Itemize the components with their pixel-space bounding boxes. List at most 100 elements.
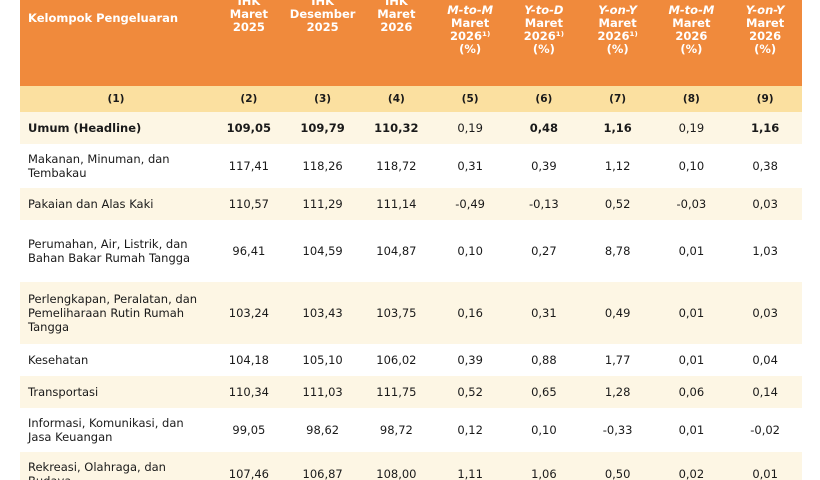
header-yony-maret-2026-note: Y-on-Y Maret 2026¹⁾ (%) [580, 0, 655, 86]
row-value: 1,28 [580, 376, 655, 408]
header-mtom-maret-2026-note: M-to-M Maret 2026¹⁾ (%) [433, 0, 507, 86]
table-row: Perumahan, Air, Listrik, dan Bahan Bakar… [20, 220, 802, 282]
column-number: (4) [359, 86, 434, 112]
row-value: 0,12 [433, 408, 507, 452]
row-value: 109,05 [212, 112, 286, 144]
row-label: Perumahan, Air, Listrik, dan Bahan Bakar… [20, 220, 212, 282]
row-value: 0,06 [654, 376, 729, 408]
table-header-row: Kelompok Pengeluaran IHK Maret 2025 IHK Des… [20, 0, 802, 86]
row-value: -0,03 [654, 188, 729, 220]
column-number: (6) [507, 86, 581, 112]
header-ihk-desember-2025: IHK Desember 2025 [285, 0, 360, 86]
row-value: 0,01 [654, 220, 729, 282]
row-value: 104,18 [212, 344, 286, 376]
row-value: 0,50 [580, 452, 655, 480]
row-value: 0,02 [654, 452, 729, 480]
row-label: Pakaian dan Alas Kaki [20, 188, 212, 220]
row-value: 0,10 [433, 220, 507, 282]
column-number: (5) [433, 86, 507, 112]
row-value: 110,32 [359, 112, 434, 144]
row-label: Informasi, Komunikasi, dan Jasa Keuangan [20, 408, 212, 452]
header-ihk-maret-2025: IHK Maret 2025 [212, 0, 286, 86]
row-value: 111,75 [359, 376, 434, 408]
row-value: 0,10 [507, 408, 581, 452]
row-value: 0,03 [728, 282, 802, 344]
header-yony-maret-2026: Y-on-Y Maret 2026 (%) [728, 0, 802, 86]
column-number: (2) [212, 86, 286, 112]
row-value: 0,01 [728, 452, 802, 480]
row-value: 0,01 [654, 344, 729, 376]
row-value: 96,41 [212, 220, 286, 282]
row-value: 0,27 [507, 220, 581, 282]
column-number: (8) [654, 86, 729, 112]
header-ihk-maret-2026: IHK Maret 2026 [359, 0, 434, 86]
row-value: 1,16 [580, 112, 655, 144]
table-row: Informasi, Komunikasi, dan Jasa Keuangan… [20, 408, 802, 452]
row-value: 8,78 [580, 220, 655, 282]
row-label: Makanan, Minuman, dan Tembakau [20, 144, 212, 188]
row-value: -0,02 [728, 408, 802, 452]
column-number-row: (1) (2) (3) (4) (5) (6) (7) (8) (9) [20, 86, 802, 112]
row-value: 108,00 [359, 452, 434, 480]
row-value: 104,87 [359, 220, 434, 282]
row-value: 99,05 [212, 408, 286, 452]
row-value: 1,03 [728, 220, 802, 282]
row-value: 118,26 [285, 144, 360, 188]
row-value: 0,10 [654, 144, 729, 188]
row-value: 1,06 [507, 452, 581, 480]
row-value: 0,14 [728, 376, 802, 408]
column-number: (1) [20, 86, 212, 112]
row-value: 106,87 [285, 452, 360, 480]
row-value: 0,31 [433, 144, 507, 188]
row-value: -0,49 [433, 188, 507, 220]
row-value: 1,12 [580, 144, 655, 188]
row-label: Perlengkapan, Peralatan, dan Pemeliharaa… [20, 282, 212, 344]
row-value: 0,48 [507, 112, 581, 144]
column-number: (7) [580, 86, 655, 112]
row-value: 0,88 [507, 344, 581, 376]
row-value: 0,01 [654, 282, 729, 344]
row-value: 0,19 [433, 112, 507, 144]
column-number: (3) [285, 86, 360, 112]
row-value: 0,65 [507, 376, 581, 408]
table-row: Kesehatan 104,18 105,10 106,02 0,39 0,88 1,77 0… [20, 344, 802, 376]
inflation-table: Kelompok Pengeluaran IHK Maret 2025 IHK Des… [20, 0, 802, 480]
row-value: 0,52 [580, 188, 655, 220]
row-value: 117,41 [212, 144, 286, 188]
row-value: 1,16 [728, 112, 802, 144]
row-value: 0,31 [507, 282, 581, 344]
row-value: -0,33 [580, 408, 655, 452]
row-value: 106,02 [359, 344, 434, 376]
table-row: Transportasi 110,34 111,03 111,75 0,52 0,65 1,… [20, 376, 802, 408]
row-value: 109,79 [285, 112, 360, 144]
header-kelompok-pengeluaran: Kelompok Pengeluaran [20, 0, 212, 86]
row-value: 0,39 [507, 144, 581, 188]
row-value: 0,19 [654, 112, 729, 144]
row-value: 111,14 [359, 188, 434, 220]
table-row: Umum (Headline) 109,05 109,79 110,32 0,19 0,4… [20, 112, 802, 144]
row-value: -0,13 [507, 188, 581, 220]
row-value: 111,29 [285, 188, 360, 220]
row-label: Transportasi [20, 376, 212, 408]
row-value: 0,49 [580, 282, 655, 344]
row-value: 103,43 [285, 282, 360, 344]
table-row: Perlengkapan, Peralatan, dan Pemeliharaa… [20, 282, 802, 344]
row-value: 107,46 [212, 452, 286, 480]
row-value: 111,03 [285, 376, 360, 408]
table-row: Rekreasi, Olahraga, dan Budaya107,46106,… [20, 452, 802, 480]
header-mtom-maret-2026: M-to-M Maret 2026 (%) [654, 0, 729, 86]
table-row: Pakaian dan Alas Kaki 110,57 111,29 111,14-… [20, 188, 802, 220]
row-value: 110,57 [212, 188, 286, 220]
inflation-table-container: Kelompok Pengeluaran IHK Maret 2025 IHK Des… [20, 0, 820, 480]
row-value: 104,59 [285, 220, 360, 282]
row-value: 1,11 [433, 452, 507, 480]
row-value: 0,16 [433, 282, 507, 344]
row-value: 0,04 [728, 344, 802, 376]
row-label: Rekreasi, Olahraga, dan Budaya [20, 452, 212, 480]
row-value: 105,10 [285, 344, 360, 376]
row-value: 0,03 [728, 188, 802, 220]
table-row: Makanan, Minuman, dan Tembakau 117,41 118,… [20, 144, 802, 188]
row-value: 103,75 [359, 282, 434, 344]
row-label: Umum (Headline) [20, 112, 212, 144]
row-value: 98,62 [285, 408, 360, 452]
